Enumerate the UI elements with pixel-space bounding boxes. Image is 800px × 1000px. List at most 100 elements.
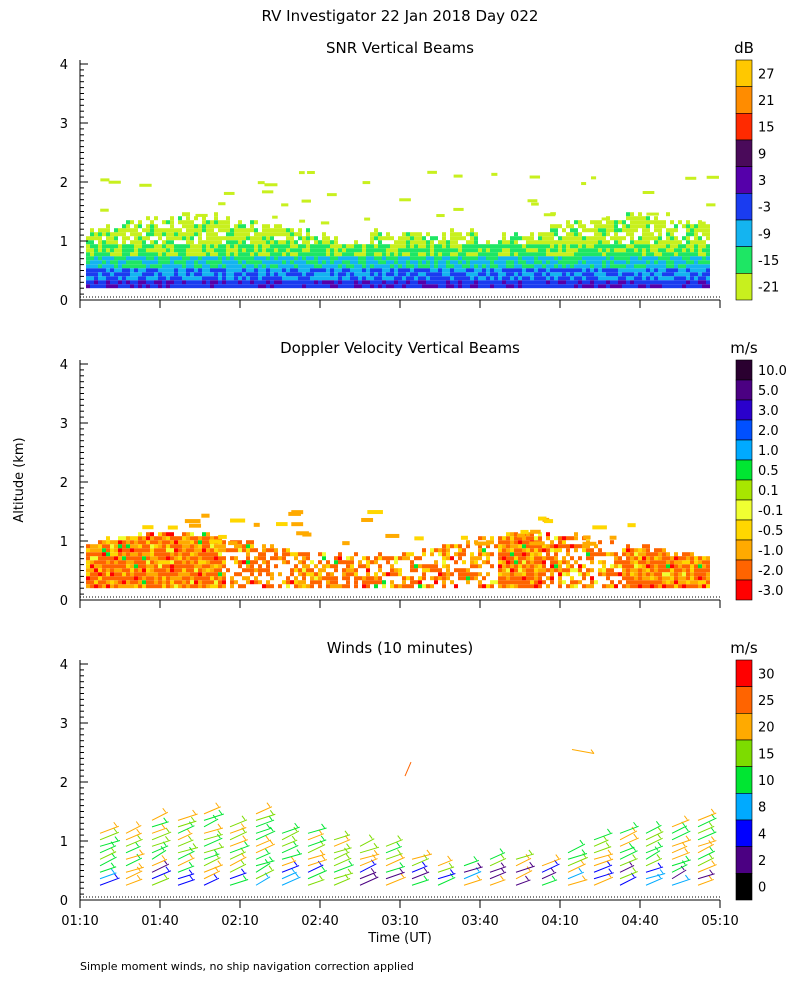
snr-cell	[606, 260, 610, 265]
snr-cell	[266, 276, 270, 281]
doppler-cell	[538, 584, 542, 589]
snr-cell	[574, 264, 578, 269]
doppler-cell	[430, 568, 434, 573]
doppler-cell	[506, 548, 510, 553]
doppler-cell	[162, 576, 166, 581]
doppler-cell	[138, 548, 142, 553]
doppler-cell	[178, 568, 182, 573]
snr-cell	[214, 220, 218, 225]
doppler-cell	[154, 556, 158, 561]
doppler-cell	[370, 580, 374, 585]
snr-cell	[102, 248, 106, 253]
snr-cell	[554, 260, 558, 265]
doppler-cell	[98, 584, 102, 589]
doppler-cell	[150, 580, 154, 585]
snr-cell	[542, 248, 546, 253]
doppler-cell	[198, 544, 202, 549]
snr-cell	[602, 240, 606, 245]
snr-cell	[562, 268, 566, 273]
doppler-cell	[538, 564, 542, 569]
snr-cell	[634, 284, 638, 289]
doppler-cell	[242, 584, 246, 589]
snr-cell	[394, 260, 398, 265]
snr-cell	[326, 260, 330, 265]
doppler-cell	[470, 552, 474, 557]
snr-cell	[418, 272, 422, 277]
wind-barb	[99, 821, 119, 834]
doppler-cell	[250, 540, 254, 545]
snr-cell	[630, 264, 634, 269]
snr-cell	[110, 252, 114, 257]
snr-cell	[490, 252, 494, 257]
snr-cell	[574, 272, 578, 277]
snr-cell	[226, 268, 230, 273]
snr-cell	[266, 264, 270, 269]
snr-cell	[134, 272, 138, 277]
doppler-cell	[306, 552, 310, 557]
doppler-cell	[362, 556, 366, 561]
snr-cell	[538, 248, 542, 253]
snr-cell	[486, 272, 490, 277]
doppler-cell	[698, 584, 702, 589]
snr-cell	[598, 256, 602, 261]
doppler-cell	[586, 552, 590, 557]
doppler-cell	[188, 523, 202, 528]
snr-cell	[638, 220, 642, 225]
snr-cell	[634, 220, 638, 225]
snr-cell	[278, 248, 282, 253]
doppler-cell	[506, 552, 510, 557]
snr-cell	[386, 248, 390, 253]
snr-cell	[130, 220, 134, 225]
snr-cell	[298, 232, 302, 237]
doppler-cell	[446, 572, 450, 577]
wind-barb	[177, 809, 198, 821]
doppler-cell	[354, 552, 358, 557]
snr-cell	[202, 256, 206, 261]
snr-cell	[310, 264, 314, 269]
doppler-cell	[538, 576, 542, 581]
wind-barb	[645, 827, 664, 841]
snr-cell	[510, 252, 514, 257]
doppler-cell	[374, 560, 378, 565]
snr-cell	[682, 280, 686, 285]
snr-cell	[354, 268, 358, 273]
doppler-cell	[654, 564, 658, 569]
doppler-cell	[102, 568, 106, 573]
doppler-cell	[590, 556, 594, 561]
snr-cell	[706, 256, 710, 261]
snr-cell	[566, 240, 570, 245]
snr-cell	[510, 280, 514, 285]
snr-cell	[98, 268, 102, 273]
snr-cell	[678, 260, 682, 265]
snr-cell	[226, 232, 230, 237]
doppler-cell	[634, 572, 638, 577]
colorbar-swatch	[735, 499, 753, 521]
wind-barb	[463, 856, 479, 867]
doppler-cell	[698, 576, 702, 581]
snr-cell	[686, 256, 690, 261]
snr-cell	[594, 260, 598, 265]
snr-cell	[494, 280, 498, 285]
doppler-cell	[106, 548, 110, 553]
snr-cell	[446, 284, 450, 289]
snr-cell	[274, 224, 278, 229]
snr-cell	[602, 248, 606, 253]
snr-cell	[170, 216, 174, 221]
snr-cell	[382, 236, 386, 241]
doppler-cell	[426, 584, 430, 589]
doppler-cell	[330, 580, 334, 585]
wind-barb	[281, 835, 298, 847]
snr-cell	[514, 268, 518, 273]
snr-cell	[506, 260, 510, 265]
doppler-cell	[134, 580, 138, 585]
doppler-cell	[642, 572, 646, 577]
doppler-cell	[454, 584, 458, 589]
snr-cell	[270, 276, 274, 281]
snr-cell	[702, 224, 706, 229]
snr-cell	[218, 268, 222, 273]
doppler-cell	[206, 540, 210, 545]
snr-cell	[270, 252, 274, 257]
doppler-cell	[150, 584, 154, 589]
snr-cell	[322, 284, 326, 289]
doppler-cell	[562, 544, 566, 549]
